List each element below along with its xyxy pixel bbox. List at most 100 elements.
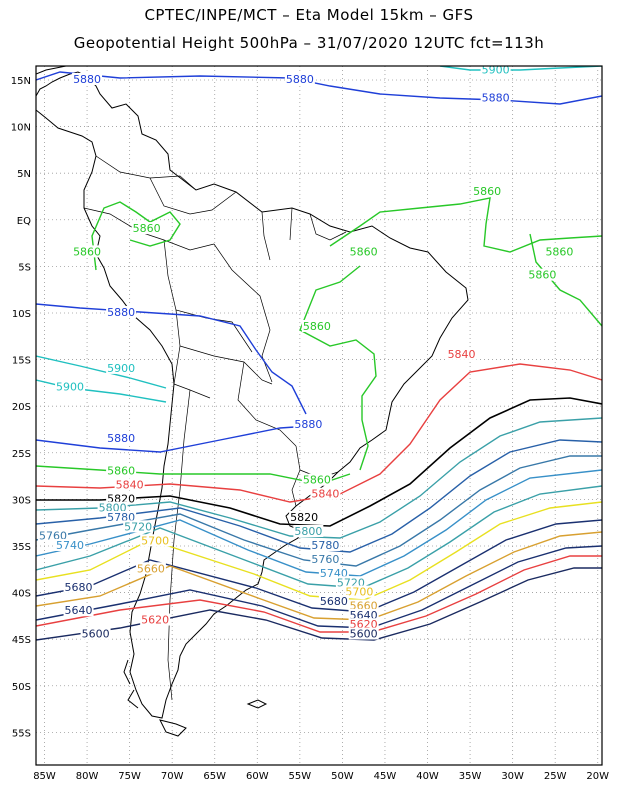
contour-label-background <box>63 580 94 593</box>
map-title-line-1: CPTEC/INPE/MCT – Eta Model 15km – GFS <box>144 6 474 24</box>
contour-label-background <box>135 562 166 575</box>
contour-label-background <box>301 473 332 486</box>
longitude-tick-label: 60W <box>246 771 269 782</box>
contour-label: 5620 <box>141 614 169 627</box>
contour-label: 5700 <box>141 534 169 547</box>
contour-label: 5880 <box>107 432 135 445</box>
latitude-tick-label: 10N <box>11 123 31 134</box>
contour-label: 5880 <box>107 306 135 319</box>
country-borders <box>83 155 347 701</box>
contour-label: 5800 <box>294 525 322 538</box>
contour-label: 5860 <box>545 245 573 258</box>
latitude-tick-label: 50S <box>12 682 31 693</box>
contour-label-background <box>344 585 375 598</box>
contour-label-background <box>55 380 86 393</box>
contour-label: 5880 <box>482 92 510 105</box>
longitude-tick-label: 65W <box>203 771 226 782</box>
latitude-tick-label: 55S <box>12 728 31 739</box>
contour-label-background <box>293 417 324 430</box>
contour-label: 5860 <box>73 245 101 258</box>
contour-label-background <box>289 511 320 524</box>
longitude-tick-label: 20W <box>586 771 609 782</box>
contour-label-background <box>348 245 379 258</box>
contour-label-background <box>140 534 171 547</box>
contour-label-background <box>106 492 137 505</box>
central-america-coast <box>36 66 67 75</box>
contour-label-background <box>446 347 477 360</box>
contour-label: 5780 <box>311 539 339 552</box>
contour-label-background <box>310 552 341 565</box>
map-title-line-2: Geopotential Height 500hPa – 31/07/2020 … <box>73 34 545 52</box>
latitude-tick-label: 30S <box>12 495 31 506</box>
longitude-tick-labels: 85W 80W 75W 70W 65W 60W 55W 50W 45W 40W 35W 30W 25W 2… <box>33 771 609 782</box>
contour-label-background <box>97 501 128 514</box>
contour-label-background <box>310 487 341 500</box>
longitude-tick-label: 50W <box>331 771 354 782</box>
contour-label: 5700 <box>345 586 373 599</box>
contour-label-background <box>310 538 341 551</box>
latitude-tick-label: EQ <box>17 216 31 227</box>
contour-label-background <box>318 566 349 579</box>
contour-label-background <box>472 184 503 197</box>
latitude-tick-label: 40S <box>12 589 31 600</box>
contour-label-background <box>106 431 137 444</box>
contour-label-background <box>114 478 145 491</box>
longitude-tick-label: 25W <box>544 771 567 782</box>
contour-label-background <box>348 618 379 631</box>
contour-label: 5880 <box>73 73 101 86</box>
contour-label: 5680 <box>65 581 93 594</box>
contour-label-background <box>348 627 379 640</box>
contour-label: 5860 <box>303 320 331 333</box>
contour-label-background <box>348 608 379 621</box>
longitude-tick-label: 30W <box>501 771 524 782</box>
map-frame <box>35 65 603 766</box>
latitude-tick-label: 15S <box>12 356 31 367</box>
lat-lon-grid <box>36 66 602 765</box>
contour-label-background <box>123 520 154 533</box>
longitude-tick-label: 40W <box>416 771 439 782</box>
latitude-tick-labels: 15N 10N 5N EQ 5S 10S 15S 20S 25S 30S 35S 40S 45S 50S 5… <box>11 76 31 739</box>
contour-label-background <box>106 305 137 318</box>
contour-label: 5720 <box>124 520 152 533</box>
contour-label: 5600 <box>82 628 110 641</box>
latitude-tick-label: 20S <box>12 402 31 413</box>
contour-label: 5640 <box>65 604 93 617</box>
contour-label: 5880 <box>294 418 322 431</box>
contour-label-background <box>318 594 349 607</box>
contour-label: 5860 <box>473 185 501 198</box>
contour-label-background <box>335 576 366 589</box>
contour-label-background <box>348 599 379 612</box>
contour-label: 5680 <box>320 595 348 608</box>
latitude-tick-label: 5S <box>18 262 31 273</box>
longitude-tick-label: 70W <box>161 771 184 782</box>
contour-label: 5840 <box>448 348 476 361</box>
contour-label-background <box>106 511 137 524</box>
contour-label: 5820 <box>290 511 318 524</box>
longitude-tick-label: 45W <box>374 771 397 782</box>
latitude-tick-label: 25S <box>12 449 31 460</box>
contour-label-background <box>527 268 558 281</box>
contour-label: 5860 <box>133 222 161 235</box>
longitude-tick-label: 85W <box>33 771 56 782</box>
contour-label-background <box>106 464 137 477</box>
contour-label: 5860 <box>350 245 378 258</box>
contour-label: 5840 <box>116 478 144 491</box>
latitude-tick-label: 45S <box>12 635 31 646</box>
contour-label-background <box>131 222 162 235</box>
contour-label-background <box>80 627 111 640</box>
latitude-tick-label: 10S <box>12 309 31 320</box>
contour-label-background <box>544 245 575 258</box>
longitude-tick-label: 35W <box>459 771 482 782</box>
contour-label: 5660 <box>137 562 165 575</box>
contour-label-background <box>293 525 324 537</box>
longitude-tick-label: 75W <box>118 771 141 782</box>
longitude-tick-label: 80W <box>76 771 99 782</box>
contour-label: 5600 <box>350 628 378 641</box>
contour-label: 5900 <box>482 64 510 77</box>
contour-label-background <box>55 538 86 551</box>
contour-label-background <box>140 613 171 626</box>
contour-label-background <box>301 319 332 332</box>
contour-label: 5880 <box>286 73 314 86</box>
latitude-tick-label: 35S <box>12 542 31 553</box>
